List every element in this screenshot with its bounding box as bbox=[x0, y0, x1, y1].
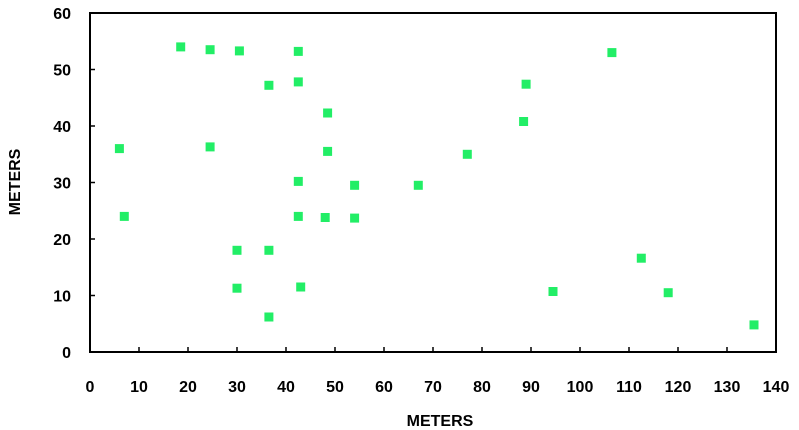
y-axis: 0 10 20 30 40 50 60 bbox=[53, 6, 95, 362]
data-points bbox=[114, 42, 759, 330]
data-point bbox=[264, 80, 274, 90]
data-point bbox=[264, 245, 274, 255]
data-point bbox=[293, 211, 303, 221]
data-point bbox=[293, 176, 303, 186]
x-tick-label: 30 bbox=[228, 379, 246, 396]
x-tick-label: 140 bbox=[763, 379, 790, 396]
data-point bbox=[205, 142, 215, 152]
data-point bbox=[521, 79, 531, 89]
data-point bbox=[234, 46, 244, 56]
data-point bbox=[607, 48, 617, 58]
x-tick-label: 70 bbox=[424, 379, 442, 396]
y-tick-label: 0 bbox=[62, 345, 71, 362]
data-point bbox=[519, 117, 529, 126]
x-tick-label: 110 bbox=[616, 379, 642, 396]
data-point bbox=[749, 320, 759, 330]
x-tick-label: 90 bbox=[522, 379, 540, 396]
data-point bbox=[323, 108, 333, 118]
x-tick-label: 120 bbox=[665, 379, 692, 396]
data-point bbox=[350, 213, 360, 223]
x-tick-label: 50 bbox=[326, 379, 344, 396]
data-point bbox=[293, 46, 303, 56]
y-tick-label: 50 bbox=[53, 63, 71, 80]
data-point bbox=[548, 287, 558, 296]
data-point bbox=[462, 149, 472, 159]
data-point bbox=[296, 282, 306, 292]
data-point bbox=[205, 45, 215, 55]
data-point bbox=[413, 180, 423, 190]
data-point bbox=[114, 144, 124, 154]
x-tick-label: 60 bbox=[375, 379, 393, 396]
x-axis: 0 10 20 30 40 50 60 70 80 90 100 110 120 130 140 bbox=[86, 347, 790, 396]
data-point bbox=[293, 77, 303, 87]
x-tick-label: 20 bbox=[179, 379, 197, 396]
data-point bbox=[119, 211, 129, 221]
data-point bbox=[232, 283, 242, 293]
y-tick-label: 10 bbox=[53, 289, 71, 306]
x-tick-label: 80 bbox=[473, 379, 491, 396]
data-point bbox=[320, 213, 330, 222]
x-tick-label: 0 bbox=[86, 379, 95, 396]
plot-area bbox=[89, 12, 777, 353]
y-tick-label: 30 bbox=[53, 176, 71, 193]
x-tick-label: 40 bbox=[277, 379, 295, 396]
x-axis-title: METERS bbox=[407, 413, 474, 430]
x-tick-label: 130 bbox=[714, 379, 741, 396]
data-point bbox=[350, 180, 360, 190]
y-tick-label: 40 bbox=[53, 119, 71, 136]
data-point bbox=[663, 288, 673, 298]
y-tick-label: 20 bbox=[53, 232, 71, 249]
x-tick-label: 100 bbox=[567, 379, 594, 396]
data-point bbox=[176, 42, 186, 52]
data-point bbox=[636, 253, 646, 263]
data-point bbox=[323, 146, 333, 156]
data-point bbox=[264, 312, 274, 322]
x-tick-label: 10 bbox=[130, 379, 148, 396]
data-point bbox=[232, 245, 242, 255]
y-axis-title: METERS bbox=[7, 148, 24, 215]
y-tick-label: 60 bbox=[53, 6, 71, 23]
